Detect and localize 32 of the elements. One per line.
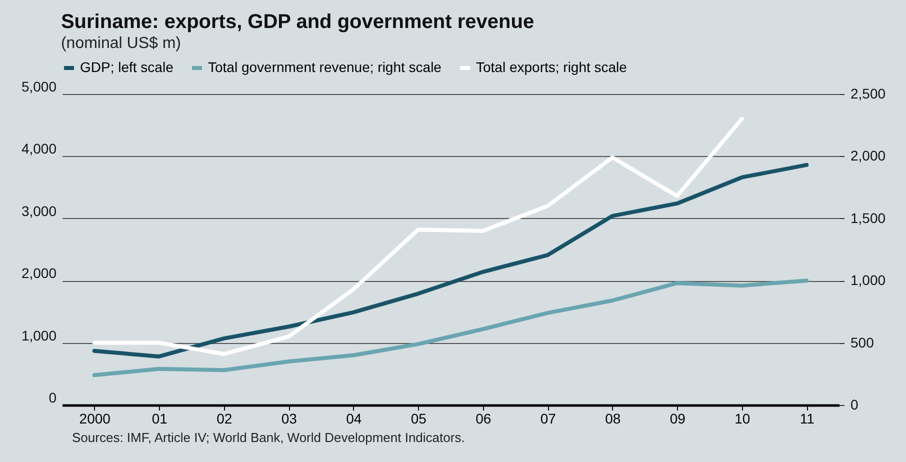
y2-tick-label: 2,500	[850, 86, 886, 102]
y2-tick-label: 1,000	[850, 272, 886, 288]
source-note: Sources: IMF, Article IV; World Bank, World Development Indicators.	[72, 430, 466, 445]
y2-tick-label: 0	[850, 396, 858, 412]
y-tick-label: 2,000	[21, 265, 57, 282]
y-tick-label: 1,000	[21, 327, 57, 344]
x-tick-label: 04	[346, 410, 362, 426]
y2-tick-label: 500	[850, 334, 874, 350]
x-tick-label: 10	[734, 410, 750, 426]
line-series	[92, 116, 744, 356]
y-tick-label: 3,000	[21, 202, 57, 219]
x-tick-label: 05	[410, 410, 427, 426]
x-tick-label: 07	[540, 410, 556, 426]
x-tick-label: 03	[281, 410, 298, 426]
x-tick-label: 01	[152, 410, 168, 426]
y-tick-label: 4,000	[21, 140, 57, 157]
line-series	[92, 278, 809, 378]
x-tick-label: 11	[800, 410, 815, 426]
legend-label: Total government revenue; right scale	[208, 59, 442, 75]
x-tick-label: 09	[670, 410, 686, 426]
legend-label: GDP; left scale	[80, 59, 174, 75]
chart-subtitle: (nominal US$ m)	[60, 35, 181, 52]
legend-label: Total exports; right scale	[476, 59, 628, 75]
x-tick-label: 08	[605, 410, 621, 426]
y2-tick-label: 2,000	[850, 148, 886, 164]
chart-title: Suriname: exports, GDP and government revenue	[60, 11, 534, 33]
y2-tick-label: 1,500	[850, 210, 886, 226]
x-tick-label: 02	[216, 410, 232, 426]
y-tick-label: 5,000	[21, 78, 57, 94]
y-tick-label: 0	[48, 390, 57, 406]
x-tick-label: 06	[476, 410, 492, 426]
x-tick-label: 2000	[79, 410, 111, 426]
